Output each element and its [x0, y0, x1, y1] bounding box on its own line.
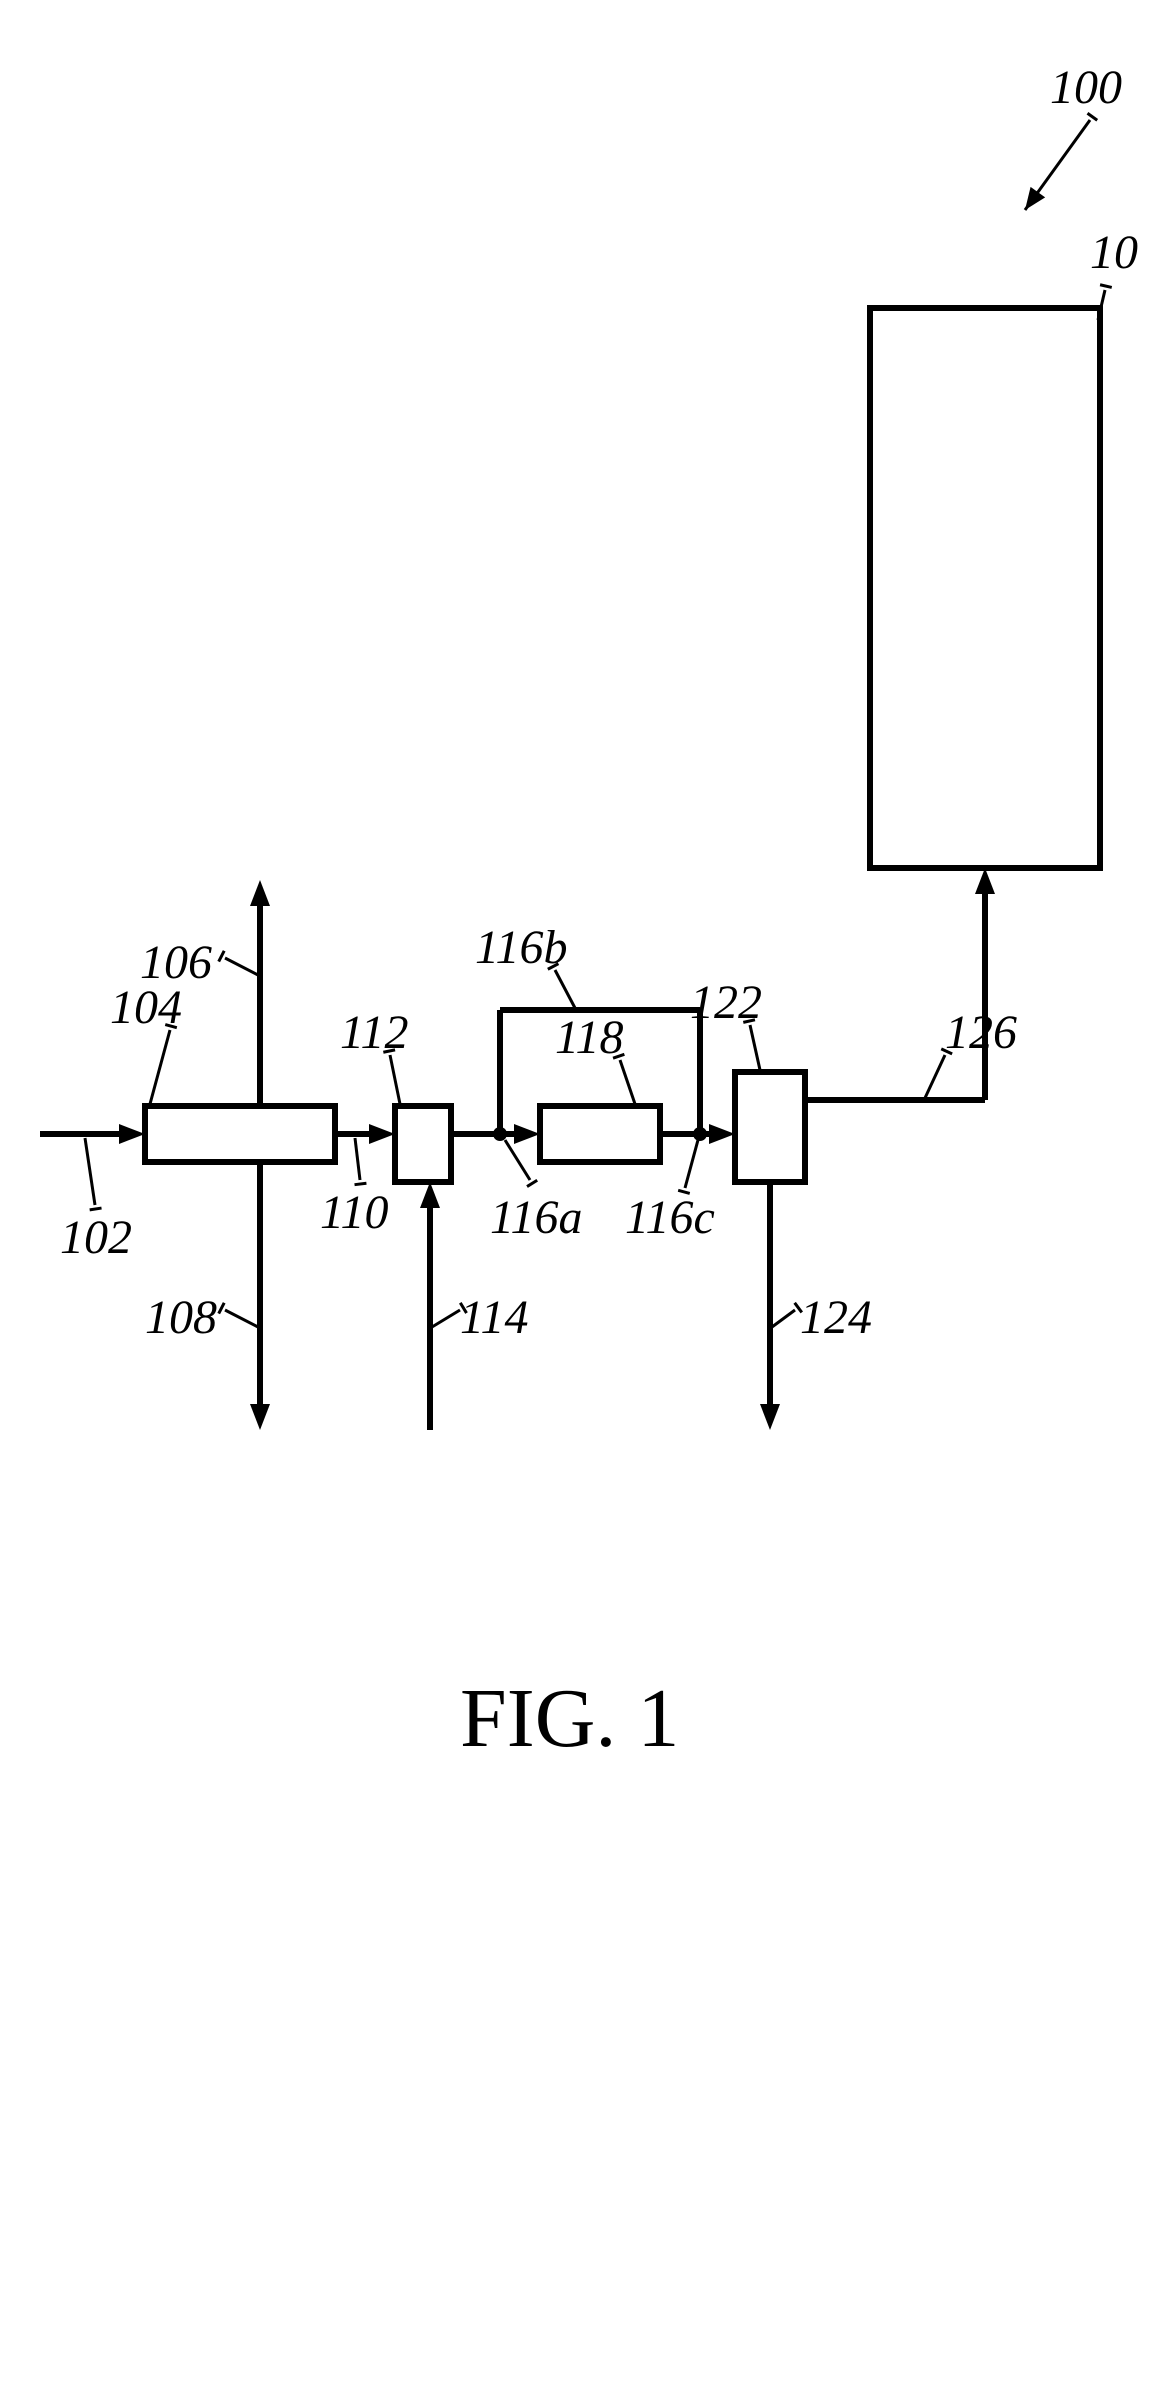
label-116c: 116c [625, 1190, 715, 1245]
label-126: 126 [945, 1005, 1017, 1060]
figure-caption: FIG. 1 [460, 1670, 679, 1767]
diagram-svg [0, 0, 1172, 2407]
label-108: 108 [145, 1290, 217, 1345]
label-10: 10 [1090, 225, 1138, 280]
label-100: 100 [1050, 60, 1122, 115]
label-124: 124 [800, 1290, 872, 1345]
label-122: 122 [690, 975, 762, 1030]
label-118: 118 [555, 1010, 623, 1065]
label-110: 110 [320, 1185, 388, 1240]
label-106: 106 [140, 935, 212, 990]
label-102: 102 [60, 1210, 132, 1265]
diagram-page: 100 10 102 104 106 108 110 112 114 116a … [0, 0, 1172, 2407]
label-114: 114 [460, 1290, 528, 1345]
label-116a: 116a [490, 1190, 582, 1245]
label-112: 112 [340, 1005, 408, 1060]
label-116b: 116b [475, 920, 567, 975]
